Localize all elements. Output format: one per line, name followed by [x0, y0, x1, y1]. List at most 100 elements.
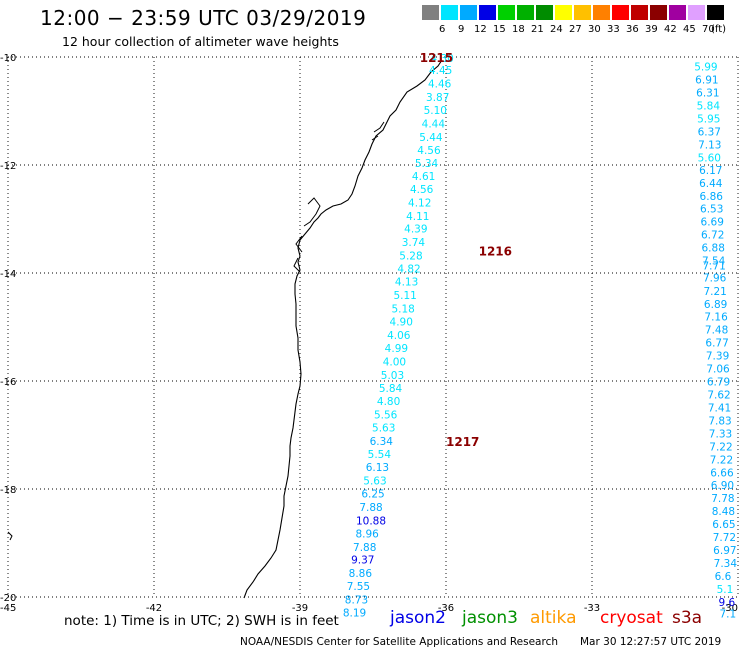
swh-value: 5.03 — [381, 370, 404, 382]
latitude-label: -16 — [0, 377, 16, 388]
credit-line: NOAA/NESDIS Center for Satellite Applica… — [240, 636, 558, 648]
map-grid — [7, 56, 739, 598]
latitude-label: -14 — [0, 269, 16, 280]
swh-value: 6.91 — [695, 75, 718, 87]
scale-label: 12 — [474, 24, 487, 35]
scale-label: 9 — [458, 24, 465, 35]
scale-unit: (ft) — [711, 24, 727, 35]
swh-value: 4.06 — [387, 330, 411, 342]
swh-value: 4.44 — [422, 118, 446, 130]
longitude-label: -36 — [438, 603, 454, 614]
swh-value: 5.60 — [698, 152, 721, 164]
scale-label: 21 — [531, 24, 544, 35]
scale-label: 33 — [607, 24, 620, 35]
swh-value: 8.86 — [349, 568, 373, 580]
swh-value: 7.06 — [706, 364, 730, 376]
swh-value: 5.11 — [393, 290, 416, 302]
swh-value: 8.19 — [343, 608, 366, 620]
latitude-labels: -10 -12 -14 -16 -18 -20 — [0, 53, 16, 604]
swh-value: 5.84 — [379, 383, 403, 395]
swh-value: 8.73 — [345, 595, 368, 607]
swh-value: 6.37 — [698, 127, 721, 139]
scale-swatch — [536, 5, 553, 20]
swh-value: 4.82 — [397, 264, 420, 276]
swh-value: 5.10 — [424, 105, 447, 117]
swh-value: 5.1 — [717, 584, 734, 596]
swh-value: 9.37 — [351, 555, 374, 567]
scale-swatch — [498, 5, 515, 20]
swh-value: 5.63 — [372, 422, 395, 434]
swh-value: 5.18 — [391, 304, 414, 316]
swh-value: 4.90 — [390, 317, 413, 329]
swh-value: 6.90 — [711, 480, 734, 492]
swh-value: 6.88 — [702, 243, 725, 255]
scale-swatch — [555, 5, 572, 20]
swh-value: 5.34 — [415, 158, 439, 170]
scale-swatch — [631, 5, 648, 20]
swh-value: 6.34 — [370, 436, 394, 448]
scale-swatch — [441, 5, 458, 20]
swh-value: 6.69 — [701, 217, 724, 229]
scale-label: 15 — [493, 24, 506, 35]
page-title: 12:00 − 23:59 UTC 03/29/2019 — [40, 6, 367, 30]
swh-value: 6.6 — [715, 571, 732, 583]
swh-value: 3.74 — [402, 237, 426, 249]
latitude-label: -18 — [0, 485, 16, 496]
swh-value: 7.33 — [709, 428, 732, 440]
swh-value: 6.65 — [712, 519, 735, 531]
swh-value: 5.44 — [419, 132, 443, 144]
scale-swatch — [422, 5, 439, 20]
swh-value: 4.11 — [406, 211, 429, 223]
swh-value: 4.13 — [395, 277, 418, 289]
swh-value: 7.88 — [359, 502, 382, 514]
scale-swatch — [707, 5, 724, 20]
swh-value: 5.63 — [363, 475, 386, 487]
swh-value: 4.56 — [410, 184, 434, 196]
swh-value: 7.39 — [706, 351, 729, 363]
swh-value: 6.25 — [361, 488, 384, 500]
swh-value: 8.48 — [712, 506, 735, 518]
swh-value: 7.22 — [710, 454, 733, 466]
legend-jason3: jason3 — [462, 608, 518, 628]
longitude-labels: -45 -42 -39 -36 -33 -30 — [0, 603, 738, 614]
longitude-label: -33 — [584, 603, 600, 614]
swh-value: 7.41 — [708, 402, 731, 414]
time-label: 1215 — [420, 51, 453, 65]
scale-swatch — [650, 5, 667, 20]
latitude-label: -20 — [0, 593, 16, 604]
scale-label: 70 — [702, 24, 715, 35]
legend-altika: altika — [530, 608, 577, 628]
swh-value: 5.54 — [368, 449, 392, 461]
swh-value: 4.12 — [408, 197, 431, 209]
swh-value: 6.66 — [710, 467, 734, 479]
scale-swatch — [669, 5, 686, 20]
swh-value: 7.48 — [705, 325, 728, 337]
scale-label: 27 — [569, 24, 582, 35]
swh-value: 4.00 — [383, 357, 406, 369]
swh-value: 7.71 — [702, 260, 725, 272]
swh-value: 6.17 — [699, 165, 722, 177]
swh-value: 4.46 — [428, 78, 452, 90]
swh-value: 7.62 — [707, 390, 730, 402]
time-label: 1217 — [446, 435, 479, 449]
swh-value: 7.83 — [708, 415, 731, 427]
swh-value: 7.88 — [353, 542, 376, 554]
footnote: note: 1) Time is in UTC; 2) SWH is in fe… — [64, 613, 339, 629]
swh-value: 6.77 — [705, 338, 728, 350]
scale-swatch — [517, 5, 534, 20]
swh-value: 4.56 — [417, 145, 441, 157]
swh-value: 5.56 — [374, 409, 398, 421]
swh-value: 6.86 — [700, 191, 724, 203]
swh-value: 7.16 — [704, 312, 728, 324]
scale-label: 42 — [664, 24, 677, 35]
scale-label: 39 — [645, 24, 658, 35]
scale-label: 24 — [550, 24, 563, 35]
swh-value: 6.97 — [713, 545, 736, 557]
scale-label: 45 — [683, 24, 696, 35]
legend-jason2: jason2 — [390, 608, 446, 628]
time-label: 1216 — [479, 244, 512, 258]
swh-value: 5.95 — [697, 114, 720, 126]
scale-swatch — [612, 5, 629, 20]
swh-value: 8.96 — [355, 528, 379, 540]
